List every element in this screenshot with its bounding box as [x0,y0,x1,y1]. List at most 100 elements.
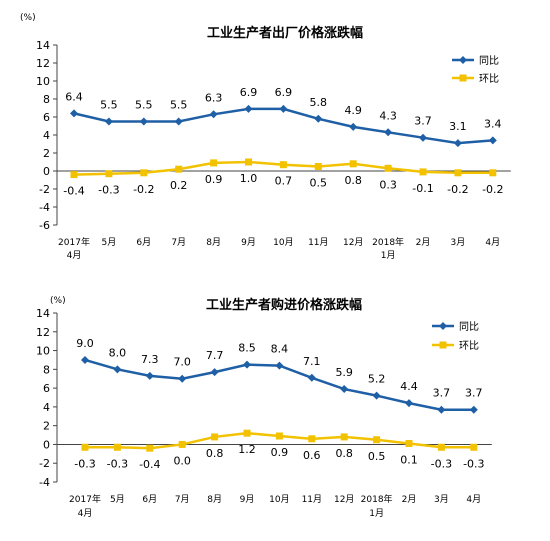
x-tick-label: 11月 [302,494,322,505]
data-label: -0.4 [139,458,160,471]
x-tick-label: 4月 [466,494,481,505]
chart-purchase-price: 工业生产者购进价格涨跌幅 (%) 14 12 10 8 6 4 2 0 -2 -4 2017年 4月 5月 6… [0,286,550,537]
x-tick-label: 2018年 [361,493,393,505]
y-tick-label: 10 [36,345,50,358]
data-point-mom [105,170,113,178]
data-point-yoy [145,371,154,380]
data-point-yoy [453,139,462,148]
data-point-mom [275,432,283,440]
data-point-mom [470,443,478,451]
data-label: 1.0 [240,172,258,185]
data-point-yoy [243,360,251,369]
data-point-yoy [113,365,122,374]
data-point-mom [454,169,462,177]
data-label: -0.3 [74,457,95,470]
legend-label: 同比 [459,321,479,333]
data-point-yoy [174,117,183,126]
legend-marker [459,74,467,82]
data-point-yoy [209,110,218,119]
data-label: -0.3 [98,184,119,197]
data-point-yoy [419,133,427,142]
data-label: 7.7 [206,349,224,362]
y-tick-label: 12 [36,326,50,339]
x-tick-label: 4月 [485,237,500,248]
x-tick-label: 2018年 [372,236,404,248]
x-tick-label: 7月 [175,494,190,505]
data-point-yoy [275,361,284,370]
legend-label: 环比 [459,340,479,352]
data-label: 4.4 [400,380,418,393]
data-label: 5.9 [335,366,353,379]
y-axis-unit: (%) [20,13,36,23]
data-label: -0.3 [431,457,452,470]
data-label: 0.8 [335,447,353,460]
x-tick-label: 5月 [110,494,125,505]
y-tick-label: 14 [36,307,50,320]
data-point-yoy [244,104,253,113]
data-label: -0.3 [463,457,484,470]
y-tick-label: 0 [43,438,50,451]
chart-export-price: 工业生产者出厂价格涨跌幅 (%) 14 12 10 8 6 4 2 0 -2 -4 -6 2017年 4月 5… [0,0,550,268]
y-tick-label: 2 [43,147,50,160]
x-tick-label: 1月 [381,250,396,261]
data-point-mom [140,169,148,177]
x-tick-label: 10月 [273,237,293,248]
data-label: 6.4 [65,90,83,103]
x-tick-label: 10月 [269,494,289,505]
data-point-yoy [314,114,323,123]
x-tick-label: 12月 [334,494,354,505]
data-point-mom [245,158,252,166]
data-point-yoy [340,385,349,394]
data-label: 0.7 [275,175,293,188]
data-point-mom [437,443,445,451]
data-point-yoy [70,109,78,118]
data-label: 8.4 [271,343,289,356]
x-tick-label: 2017年 [69,493,101,505]
y-tick-label: -4 [39,476,50,489]
data-point-mom [243,429,251,437]
data-point-mom [489,169,497,177]
data-point-mom [113,443,121,451]
data-point-yoy [81,355,89,364]
data-point-yoy [210,368,219,377]
data-point-yoy [437,405,446,414]
data-label: 0.2 [170,179,188,192]
x-tick-label: 9月 [240,494,255,505]
y-tick-label: 2 [43,420,50,433]
x-tick-label: 2017年 [58,236,90,248]
legend-marker [459,56,467,64]
legend-label: 同比 [479,55,499,67]
legend-marker [439,341,447,349]
data-label: 0.8 [206,447,224,460]
data-point-yoy [384,128,393,137]
data-label: 3.4 [484,117,502,130]
y-tick-label: 4 [43,129,50,142]
data-label: 3.7 [465,387,483,400]
data-label: -0.4 [63,185,84,198]
x-tick-label: 4月 [78,508,93,519]
y-tick-label: 14 [36,39,50,52]
data-label: 5.5 [170,99,188,112]
data-point-mom [349,160,357,168]
data-label: 7.0 [173,356,191,369]
data-label: 7.1 [303,355,321,368]
x-tick-label: 1月 [369,508,384,519]
data-point-yoy [469,405,478,414]
legend-marker [439,322,447,330]
data-label: 0.0 [173,454,191,467]
y-axis-unit: (%) [50,296,66,306]
x-tick-label: 11月 [308,237,328,248]
data-point-mom [314,163,322,170]
data-label: 8.5 [238,342,256,355]
data-point-mom [211,433,219,441]
x-tick-label: 3月 [451,237,466,248]
chart-export-price-svg: 工业生产者出厂价格涨跌幅 (%) 14 12 10 8 6 4 2 0 -2 -4 -6 2017年 4月 5… [20,13,511,261]
data-label: 0.1 [400,454,418,467]
data-point-mom [210,159,218,167]
data-point-yoy [307,373,316,382]
data-label: 3.7 [414,115,432,128]
data-label: 0.5 [310,177,328,190]
data-label: 0.6 [303,449,321,462]
y-tick-label: 8 [43,93,50,106]
x-tick-label: 6月 [142,494,157,505]
